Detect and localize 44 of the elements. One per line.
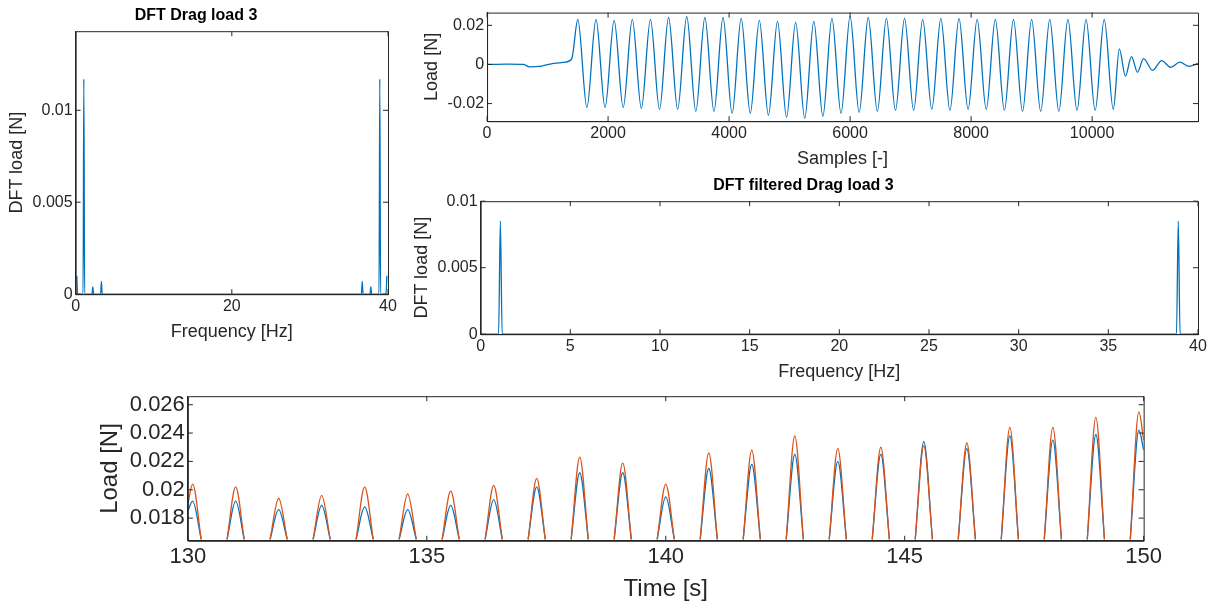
x-tick-label: 5 bbox=[565, 337, 575, 355]
y-axis-title: Load [N] bbox=[420, 32, 441, 101]
x-tick-label: 35 bbox=[1099, 337, 1118, 355]
x-axis-title: Frequency [Hz] bbox=[170, 321, 293, 342]
x-tick-label: 130 bbox=[169, 543, 207, 569]
y-tick-label: 0.005 bbox=[32, 192, 73, 210]
x-tick-label: 30 bbox=[1009, 337, 1028, 355]
y-tick-label: 0.02 bbox=[142, 475, 185, 501]
x-tick-label: 6000 bbox=[832, 124, 868, 142]
x-tick-label: 25 bbox=[920, 337, 938, 355]
y-tick-label: -0.02 bbox=[447, 94, 485, 111]
y-tick-label: 0.018 bbox=[129, 504, 185, 530]
y-tick-label: 0.026 bbox=[129, 390, 185, 416]
y-tick-label: 0.01 bbox=[446, 191, 478, 209]
y-tick-label: 0.02 bbox=[452, 15, 485, 33]
y-tick-label: 0.024 bbox=[129, 419, 185, 445]
x-tick-label: 145 bbox=[886, 543, 924, 569]
x-tick-label: 10000 bbox=[1069, 124, 1115, 142]
x-axis-title: Time [s] bbox=[623, 574, 708, 602]
x-tick-label: 2000 bbox=[590, 124, 626, 142]
x-tick-label: 20 bbox=[222, 297, 241, 315]
x-tick-label: 40 bbox=[1189, 337, 1207, 355]
y-tick-label: 0.022 bbox=[129, 447, 185, 473]
x-tick-label: 40 bbox=[379, 297, 397, 315]
x-tick-label: 8000 bbox=[953, 124, 990, 142]
x-tick-label: 20 bbox=[830, 337, 849, 355]
x-tick-label: 15 bbox=[740, 337, 759, 355]
x-axis-title: Frequency [Hz] bbox=[778, 361, 901, 382]
x-tick-label: 4000 bbox=[711, 124, 747, 142]
x-tick-label: 150 bbox=[1125, 543, 1163, 569]
x-tick-label: 140 bbox=[647, 543, 685, 569]
y-tick-label: 0 bbox=[475, 54, 485, 72]
x-axis-title: Samples [-] bbox=[797, 148, 889, 169]
chart-title: DFT Drag load 3 bbox=[134, 6, 258, 24]
y-tick-label: 0.005 bbox=[437, 258, 478, 276]
chart-title: DFT filtered Drag load 3 bbox=[713, 176, 894, 194]
x-tick-label: 135 bbox=[408, 543, 446, 569]
y-axis-title: Load [N] bbox=[95, 423, 123, 514]
y-tick-label: 0.01 bbox=[41, 100, 73, 118]
y-tick-label: 0 bbox=[468, 324, 478, 342]
x-tick-label: 10 bbox=[651, 337, 669, 355]
y-axis-title: DFT load [N] bbox=[410, 216, 431, 319]
y-tick-label: 0 bbox=[63, 284, 73, 302]
y-axis-title: DFT load [N] bbox=[5, 111, 26, 214]
